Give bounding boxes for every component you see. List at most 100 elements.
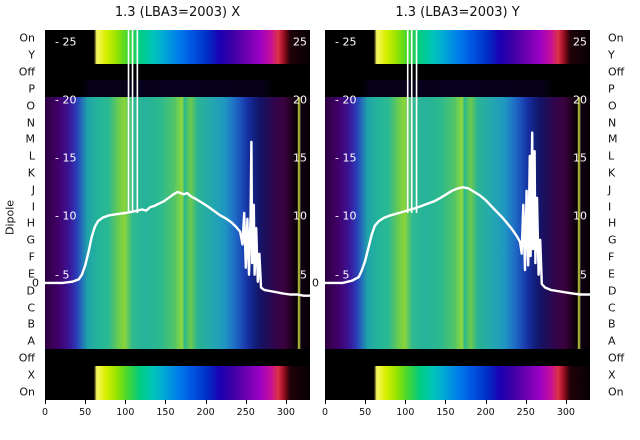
row-label-p: P xyxy=(28,82,35,96)
heatmap-row-k xyxy=(325,164,590,182)
row-label-o: O xyxy=(608,99,617,113)
x-tick-mark xyxy=(405,400,407,404)
heatmap-row-x xyxy=(325,366,590,384)
heatmap-row-y xyxy=(45,46,310,64)
row-label-g: G xyxy=(608,233,617,247)
heatmap-row-f xyxy=(45,248,310,266)
x-tick-label: 250 xyxy=(516,407,535,418)
x-tick-label: 100 xyxy=(116,407,135,418)
outer-zero-tick-label: 0 xyxy=(32,276,39,290)
heatmap-row-l xyxy=(45,147,310,165)
x-tick-label: 250 xyxy=(236,407,255,418)
row-label-on: On xyxy=(608,385,624,399)
row-label-n: N xyxy=(26,116,35,129)
x-tick-mark xyxy=(325,400,326,404)
inner-value-tick-right: 25 xyxy=(293,35,307,49)
heatmap-row-c xyxy=(45,299,310,316)
heatmap-row-off xyxy=(45,63,310,81)
row-label-p: P xyxy=(608,82,615,96)
inner-value-tick-right: 5 xyxy=(300,268,307,282)
inner-value-tick-left: - 15 xyxy=(335,151,357,165)
heatmap-row-off xyxy=(45,349,310,367)
row-label-a: A xyxy=(608,334,616,348)
row-label-d: D xyxy=(608,284,617,298)
row-label-on: On xyxy=(608,31,624,45)
x-tick-label: 200 xyxy=(476,407,495,418)
heatmap-row-off xyxy=(325,349,590,367)
heatmap-row-m xyxy=(325,130,590,148)
heatmap-row-x xyxy=(45,366,310,384)
x-tick-mark xyxy=(85,400,87,404)
row-label-g: G xyxy=(26,233,35,247)
heatmap-row-c xyxy=(325,299,590,316)
row-label-o: O xyxy=(26,99,35,113)
heatmap-row-y xyxy=(325,46,590,64)
heatmap-row-i xyxy=(45,198,310,215)
inner-value-tick-left: - 5 xyxy=(55,268,70,282)
row-label-i: I xyxy=(31,200,35,214)
row-label-l: L xyxy=(608,149,615,163)
x-tick-mark xyxy=(365,400,367,404)
row-label-x: X xyxy=(27,368,35,382)
panel-title-y: 1.3 (LBA3=2003) Y xyxy=(395,5,520,20)
x-tick-label: 50 xyxy=(79,407,92,418)
row-label-e: E xyxy=(28,267,35,281)
inner-value-tick-left: - 5 xyxy=(335,268,350,282)
heatmap-row-on xyxy=(325,383,590,400)
inner-value-tick-right: 15 xyxy=(293,151,307,165)
row-label-l: L xyxy=(28,149,35,163)
row-label-x: X xyxy=(608,368,616,382)
heatmap-row-on xyxy=(45,30,310,47)
heatmap-row-on xyxy=(325,30,590,47)
heatmap-row-n xyxy=(45,114,310,131)
row-label-on: On xyxy=(19,385,35,399)
heatmap-panel-y: - 25 25 - 20 20 - 15 15 - 10 10 - 5 5 0 xyxy=(312,30,590,400)
row-label-b: B xyxy=(608,317,616,331)
heatmap-row-on xyxy=(45,383,310,400)
inner-value-tick-left: - 20 xyxy=(335,93,357,107)
x-axis-panel-y: 0 50 100 150 200 250 300 xyxy=(322,400,590,436)
x-tick-label: 300 xyxy=(556,407,575,418)
row-label-e: E xyxy=(608,267,615,281)
row-label-off: Off xyxy=(608,65,625,79)
median-power-curve xyxy=(45,140,310,297)
inner-value-tick-right: 5 xyxy=(580,268,587,282)
row-labels-right: On Y Off P O N M L K J I H G F E D C B A Off X On xyxy=(606,30,640,400)
heatmap-panel-x: - 25 25 - 20 20 - 15 15 - 10 10 - 5 5 0 xyxy=(32,30,310,400)
heatmap-row-o xyxy=(45,97,310,115)
x-tick-label: 150 xyxy=(436,407,455,418)
inner-value-tick-right: 10 xyxy=(573,209,587,223)
x-tick-label: 300 xyxy=(276,407,295,418)
heatmap-rows xyxy=(45,30,310,400)
inner-value-tick-left: - 25 xyxy=(335,35,357,49)
heatmap-row-d xyxy=(45,282,310,299)
row-label-i: I xyxy=(608,200,612,214)
heatmap-row-d xyxy=(325,282,590,299)
median-power-curve xyxy=(325,131,590,296)
x-tick-mark xyxy=(125,400,127,404)
row-label-off: Off xyxy=(18,351,35,365)
heatmap-row-e xyxy=(45,265,310,283)
inner-value-tick-right: 20 xyxy=(293,93,307,107)
row-label-b: B xyxy=(27,317,35,331)
inner-value-tick-left: - 10 xyxy=(55,209,77,223)
row-label-m: M xyxy=(25,132,36,146)
x-tick-label: 50 xyxy=(359,407,372,418)
inner-value-tick-right: 10 xyxy=(293,209,307,223)
row-label-c: C xyxy=(608,301,616,314)
row-label-k: K xyxy=(608,166,616,180)
x-tick-label: 100 xyxy=(396,407,415,418)
x-tick-mark xyxy=(245,400,247,404)
inner-value-tick-left: - 10 xyxy=(335,209,357,223)
row-label-f: F xyxy=(608,250,615,264)
heatmap-row-b xyxy=(45,315,310,333)
x-tick-label: 0 xyxy=(41,407,49,418)
x-tick-label: 150 xyxy=(156,407,175,418)
row-label-j: J xyxy=(608,183,612,197)
row-label-h: H xyxy=(608,216,617,230)
heatmap-row-k xyxy=(45,164,310,182)
row-label-off: Off xyxy=(608,351,625,365)
row-label-c: C xyxy=(27,301,35,314)
panel-title-x: 1.3 (LBA3=2003) X xyxy=(114,5,241,20)
